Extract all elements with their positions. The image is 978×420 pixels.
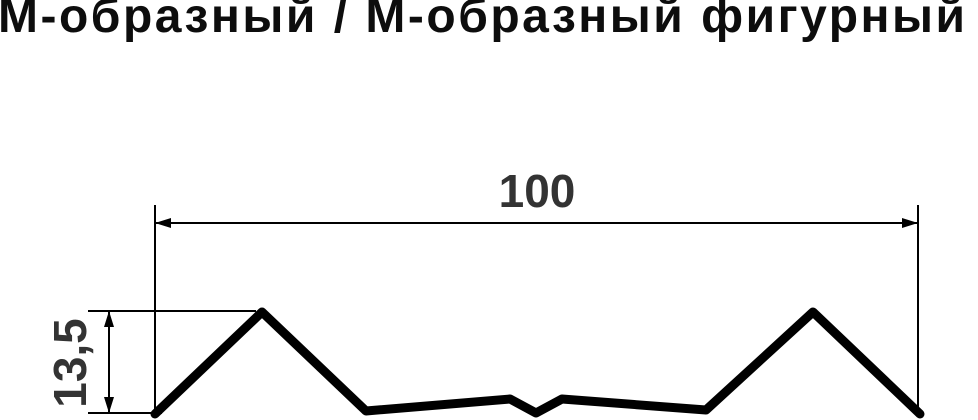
profile-outline	[150, 307, 925, 419]
height-dimension-label: 13,5	[44, 318, 96, 408]
height-dim-arrow-top	[104, 311, 114, 327]
page-title: М-образный / М-образный фигурный	[0, 0, 968, 43]
height-dim-arrow-bottom	[104, 397, 114, 413]
width-dimension-label: 100	[499, 165, 576, 217]
width-dim-arrow-right	[902, 218, 918, 228]
width-dim-arrow-left	[155, 218, 171, 228]
